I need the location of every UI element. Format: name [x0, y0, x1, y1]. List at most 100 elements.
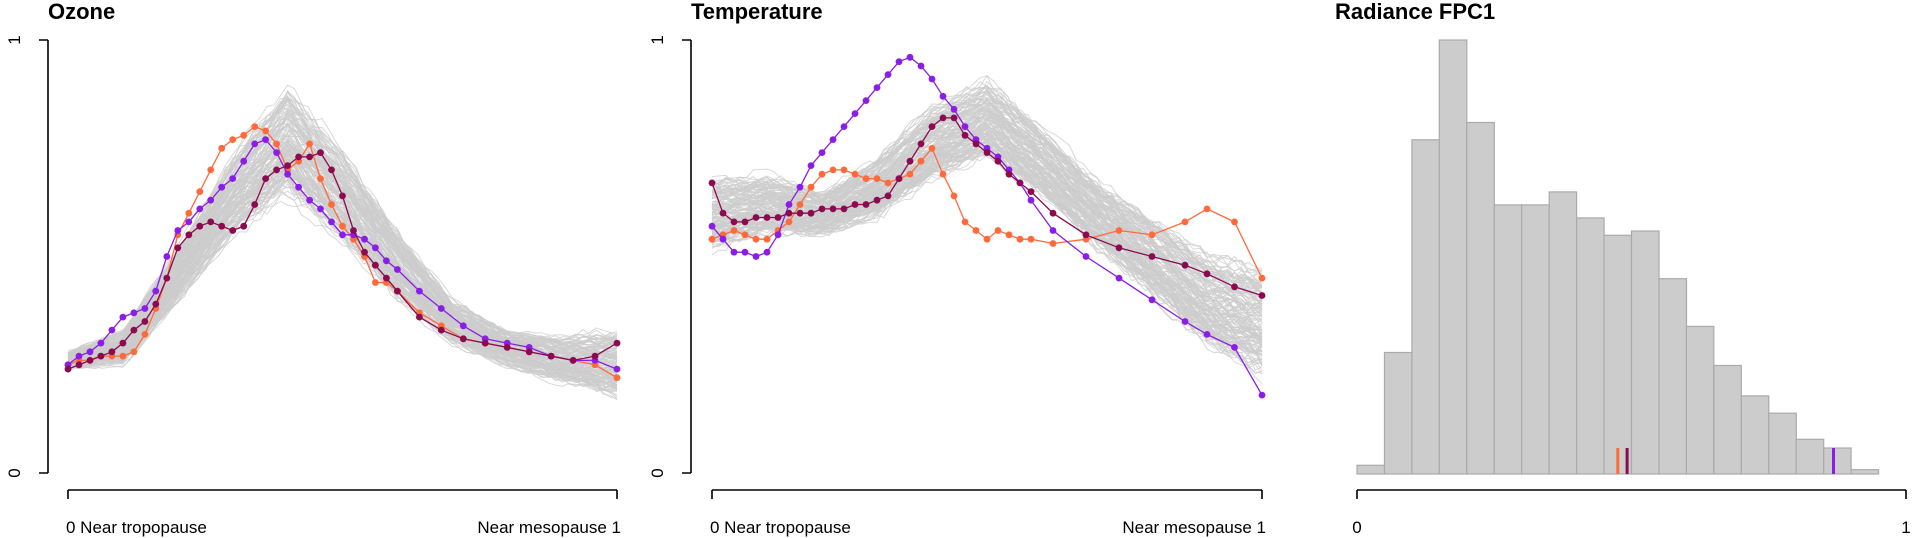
series-point-maroon [730, 218, 738, 226]
series-point-purple [796, 183, 804, 191]
series-point-maroon [119, 339, 127, 347]
series-point-orange [818, 170, 826, 178]
radiance-x-tick-label-left: 0 [1352, 518, 1361, 537]
series-point-maroon [525, 348, 533, 356]
series-point-maroon [339, 192, 346, 200]
temperature-x-axis [711, 489, 1263, 499]
histogram-bar [1740, 395, 1770, 475]
series-point-maroon [361, 248, 368, 256]
series-point-purple [372, 244, 379, 252]
ozone-y-axis [39, 39, 49, 474]
background-curve [711, 133, 1263, 343]
series-point-orange [884, 179, 892, 187]
series-point-purple [141, 305, 149, 312]
series-point-maroon [306, 153, 313, 161]
series-point-orange [983, 235, 991, 243]
background-curve [711, 92, 1263, 289]
series-point-maroon [613, 339, 621, 347]
series-point-maroon [939, 114, 947, 122]
ozone-x-axis [67, 489, 618, 499]
series-point-maroon [64, 365, 72, 373]
background-curve [67, 151, 618, 379]
series-point-orange [262, 127, 269, 135]
series-point-orange [917, 157, 925, 165]
series-point-maroon [383, 274, 390, 282]
background-curve [711, 140, 1263, 355]
histogram-bar [1658, 278, 1688, 475]
series-point-maroon [295, 153, 302, 161]
series-point-maroon [547, 352, 555, 360]
series-point-maroon [284, 162, 291, 170]
series-point-maroon [1049, 209, 1057, 217]
series-point-orange [862, 175, 870, 183]
series-point-maroon [416, 313, 423, 321]
series-point-maroon [86, 357, 94, 364]
series-point-maroon [262, 175, 269, 183]
ozone-x-tick-label-right: Near mesopause 1 [477, 518, 621, 537]
series-point-maroon [851, 201, 859, 208]
series-point-orange [218, 144, 226, 152]
series-point-maroon [1005, 170, 1013, 178]
series-point-maroon [983, 149, 991, 157]
series-point-purple [851, 110, 859, 117]
series-point-maroon [829, 205, 837, 213]
series-point-orange [950, 192, 958, 200]
series-point-orange [873, 175, 881, 183]
series-point-purple [163, 253, 171, 260]
background-curve [711, 109, 1263, 318]
series-point-purple [928, 75, 936, 83]
series-point-maroon [569, 357, 577, 364]
series-point-orange [240, 131, 248, 139]
histogram-bar [1768, 412, 1797, 475]
temperature-x-tick-label-right: Near mesopause 1 [1122, 518, 1266, 537]
background-curve [67, 111, 618, 355]
series-point-orange [730, 227, 738, 234]
series-point-orange [1203, 205, 1211, 213]
series-point-maroon [437, 326, 445, 334]
series-point-maroon [196, 222, 204, 230]
series-point-purple [251, 140, 259, 148]
series-point-purple [829, 136, 837, 144]
background-curve [711, 138, 1263, 356]
background-curve [711, 149, 1263, 375]
background-curve [711, 90, 1263, 285]
series-point-orange [1231, 218, 1238, 226]
histogram-bar [1356, 464, 1386, 475]
series-point-purple [895, 58, 903, 66]
temperature-background-curves [711, 75, 1263, 385]
series-point-maroon [950, 114, 958, 122]
ozone-panel: Ozone 1 0 0 Near tropopause Near mesopau… [5, 0, 621, 537]
series-point-maroon [994, 157, 1002, 165]
series-point-maroon [1027, 188, 1035, 196]
series-point-purple [328, 218, 335, 226]
series-point-orange [1148, 231, 1156, 239]
series-point-purple [906, 53, 914, 61]
series-point-orange [1049, 240, 1057, 247]
series-point-orange [196, 188, 204, 196]
ozone-y-tick-label-top: 1 [5, 35, 24, 44]
series-point-maroon [873, 196, 881, 204]
series-point-maroon [317, 149, 324, 157]
temperature-series [708, 53, 1266, 399]
series-point-maroon [1258, 292, 1266, 299]
series-point-orange [741, 231, 749, 239]
series-point-purple [207, 196, 215, 204]
series-point-orange [928, 144, 936, 152]
temperature-title: Temperature [691, 0, 823, 24]
series-point-purple [273, 149, 280, 157]
series-point-maroon [741, 218, 749, 226]
series-point-maroon [818, 205, 826, 213]
background-curve [711, 95, 1263, 293]
series-point-purple [306, 196, 313, 204]
ozone-y-tick-label-bottom: 0 [5, 468, 24, 477]
radiance-histogram-bars [1356, 39, 1880, 475]
series-point-purple [75, 352, 83, 360]
series-point-maroon [972, 140, 980, 148]
series-point-purple [317, 205, 324, 213]
series-point-orange [752, 235, 760, 243]
series-point-orange [328, 201, 335, 208]
series-point-purple [152, 287, 160, 295]
series-point-maroon [185, 231, 193, 239]
temperature-y-tick-label-bottom: 0 [648, 468, 667, 477]
series-point-maroon [350, 227, 357, 234]
